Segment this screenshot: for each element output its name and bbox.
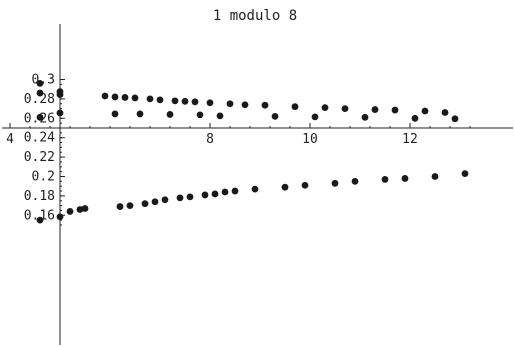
data-point	[441, 109, 449, 116]
data-point	[261, 101, 269, 109]
data-point	[341, 105, 349, 112]
data-point	[186, 193, 194, 201]
data-point	[291, 103, 299, 111]
x-tick-label: 10	[302, 132, 318, 147]
y-tick-label: 0.24	[24, 131, 55, 146]
data-point	[241, 101, 249, 109]
data-point	[216, 112, 224, 120]
data-point	[146, 95, 154, 103]
data-point	[171, 97, 179, 105]
data-point	[271, 112, 279, 120]
data-point	[161, 196, 169, 204]
data-point	[206, 99, 214, 107]
data-point	[36, 216, 44, 224]
y-tick-label: 0.22	[24, 150, 55, 165]
y-tick-label: 0.28	[24, 92, 55, 107]
data-point	[221, 188, 229, 196]
data-point	[166, 111, 174, 118]
data-point	[81, 205, 89, 212]
data-point	[226, 100, 234, 108]
data-point	[321, 104, 329, 112]
data-point	[211, 190, 219, 198]
data-point	[191, 98, 199, 106]
chart-title: 1 modulo 8	[213, 8, 297, 24]
data-point	[136, 110, 144, 118]
data-point	[451, 115, 459, 123]
data-point	[101, 92, 109, 100]
data-point	[141, 200, 149, 208]
data-point	[56, 213, 64, 221]
data-point	[411, 114, 419, 122]
data-points	[36, 79, 469, 224]
data-point	[131, 94, 139, 102]
y-tick-label: 0.2	[32, 170, 55, 185]
x-tick-label: 8	[206, 132, 214, 147]
data-point	[351, 177, 359, 185]
data-point	[181, 97, 189, 105]
data-point	[66, 208, 74, 215]
x-tick-label: 4	[6, 132, 14, 147]
data-point	[461, 170, 469, 177]
data-point	[36, 113, 44, 121]
data-point	[36, 89, 44, 97]
data-point	[431, 173, 439, 180]
data-point	[36, 79, 44, 87]
data-point	[401, 175, 409, 182]
data-point	[56, 91, 64, 98]
data-point	[111, 93, 119, 101]
data-point	[56, 109, 64, 117]
data-point	[111, 110, 119, 118]
y-tick-label: 0.18	[24, 189, 55, 204]
data-point	[311, 113, 319, 121]
data-point	[116, 203, 124, 210]
data-point	[391, 106, 399, 114]
y-tick-label: 0.16	[24, 208, 55, 223]
data-point	[151, 198, 159, 206]
data-point	[231, 187, 239, 195]
data-point	[201, 191, 209, 199]
x-tick-label: 12	[402, 132, 418, 147]
data-point	[251, 185, 259, 193]
data-point	[196, 111, 204, 119]
data-point	[281, 183, 289, 191]
data-point	[421, 107, 429, 115]
data-point	[381, 176, 389, 183]
data-point	[176, 194, 184, 202]
data-point	[361, 113, 369, 121]
data-point	[331, 179, 339, 187]
data-point	[126, 202, 134, 210]
data-point	[121, 94, 129, 101]
y-tick-label: 0.3	[32, 73, 55, 88]
data-point	[156, 96, 164, 104]
data-point	[301, 181, 309, 189]
data-point	[371, 106, 379, 113]
